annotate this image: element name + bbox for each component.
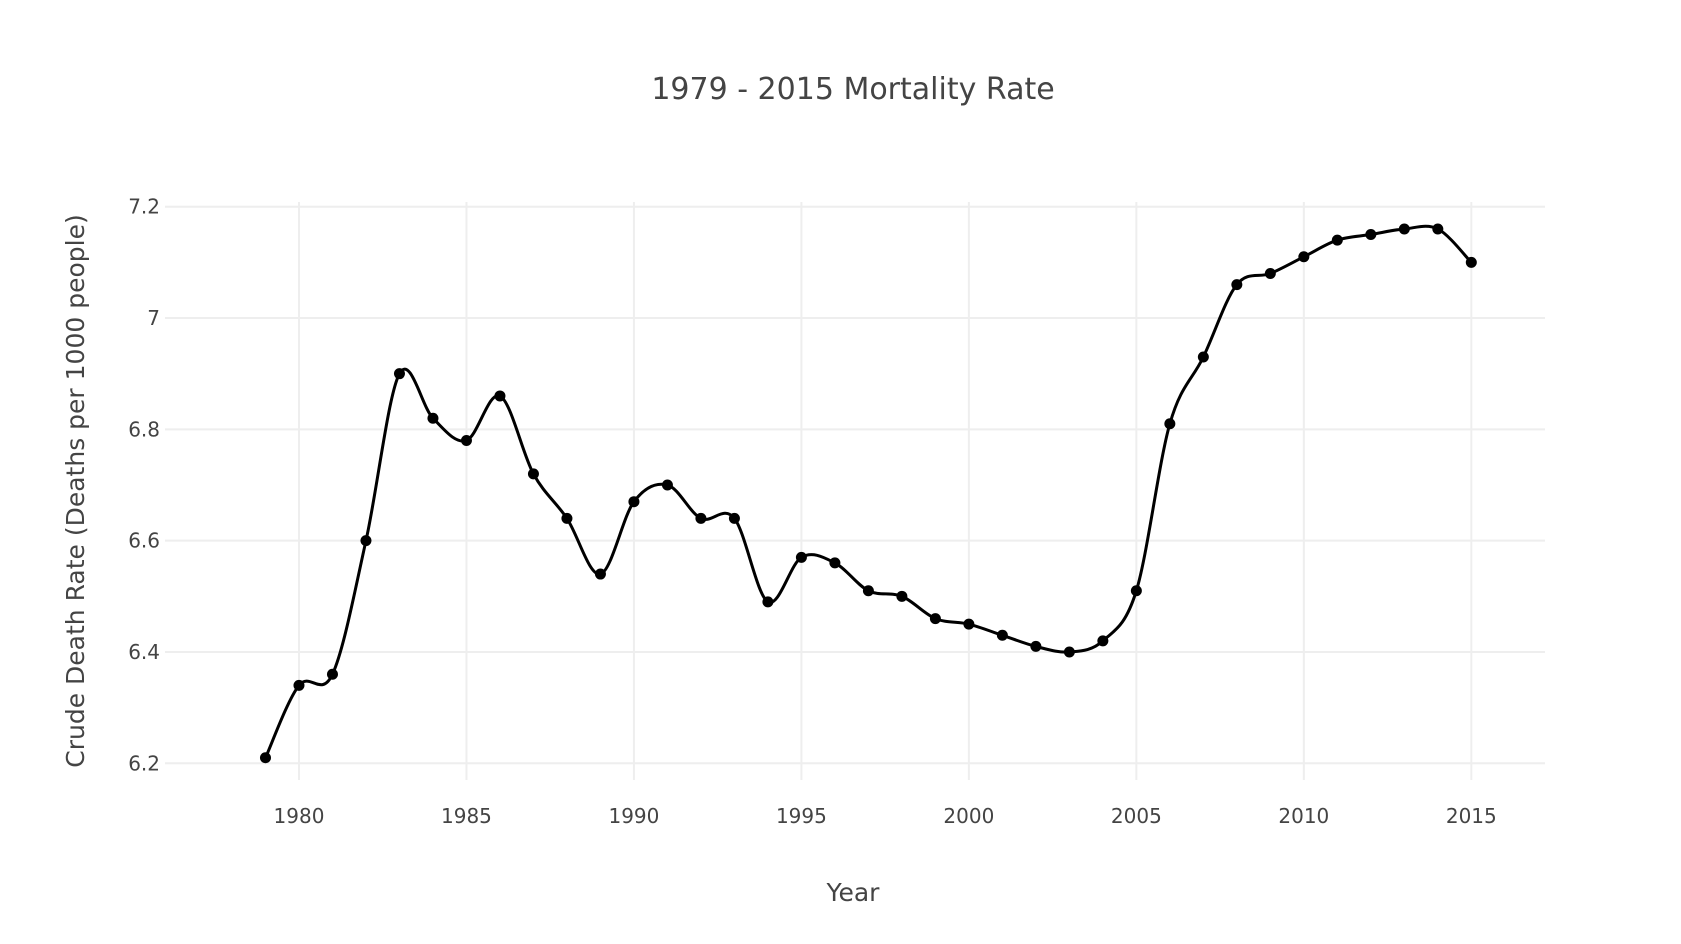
data-point	[1130, 585, 1142, 597]
data-point	[293, 679, 305, 691]
x-tick-label: 1995	[776, 804, 827, 828]
y-tick-label: 6.4	[128, 640, 160, 664]
data-point	[326, 668, 338, 680]
y-axis-title: Crude Death Rate (Deaths per 1000 people…	[61, 214, 90, 767]
data-point	[494, 390, 506, 402]
data-point	[695, 512, 707, 524]
data-point	[259, 752, 271, 764]
x-tick-label: 1985	[441, 804, 492, 828]
data-point	[896, 590, 908, 602]
data-point	[594, 568, 606, 580]
series-line	[264, 224, 1473, 759]
data-point	[996, 629, 1008, 641]
y-axis-ticks: 6.2 6.4 6.6 6.8 7 7.2	[128, 195, 160, 776]
data-point	[1298, 251, 1310, 263]
data-point	[360, 535, 372, 547]
x-tick-label: 1980	[274, 804, 325, 828]
data-point	[762, 596, 774, 608]
data-point	[1030, 640, 1042, 652]
data-point	[1365, 229, 1377, 241]
data-point	[1331, 234, 1343, 246]
data-point	[1264, 267, 1276, 279]
y-tick-label: 6.6	[128, 529, 160, 553]
y-tick-label: 7	[147, 306, 160, 330]
y-tick-label: 6.2	[128, 751, 160, 775]
data-point	[661, 479, 673, 491]
data-point	[829, 557, 841, 569]
data-point	[1197, 351, 1209, 363]
data-point	[628, 496, 640, 508]
data-point	[862, 585, 874, 597]
data-point	[1063, 646, 1075, 658]
data-point	[527, 468, 539, 480]
x-axis-ticks: 1980 1985 1990 1995 2000 2005 2010 2015	[274, 804, 1497, 828]
data-point	[1398, 223, 1410, 235]
data-points	[259, 223, 1477, 764]
data-point	[929, 613, 941, 625]
data-point	[1231, 279, 1243, 291]
data-point	[1465, 256, 1477, 268]
data-point	[1432, 223, 1444, 235]
data-point	[393, 368, 405, 380]
x-tick-label: 2000	[943, 804, 994, 828]
x-axis-title: Year	[826, 878, 881, 907]
data-point	[963, 618, 975, 630]
data-point	[460, 434, 472, 446]
x-tick-label: 2015	[1446, 804, 1497, 828]
data-point	[1097, 635, 1109, 647]
data-point	[728, 512, 740, 524]
chart-title: 1979 - 2015 Mortality Rate	[651, 72, 1054, 107]
data-point	[427, 412, 439, 424]
y-tick-label: 7.2	[128, 195, 160, 219]
x-tick-label: 2010	[1278, 804, 1329, 828]
y-tick-label: 6.8	[128, 417, 160, 441]
grid-lines	[165, 202, 1545, 780]
data-point	[1164, 418, 1176, 430]
data-point	[795, 551, 807, 563]
x-tick-label: 1990	[608, 804, 659, 828]
data-point	[561, 512, 573, 524]
x-tick-label: 2005	[1111, 804, 1162, 828]
